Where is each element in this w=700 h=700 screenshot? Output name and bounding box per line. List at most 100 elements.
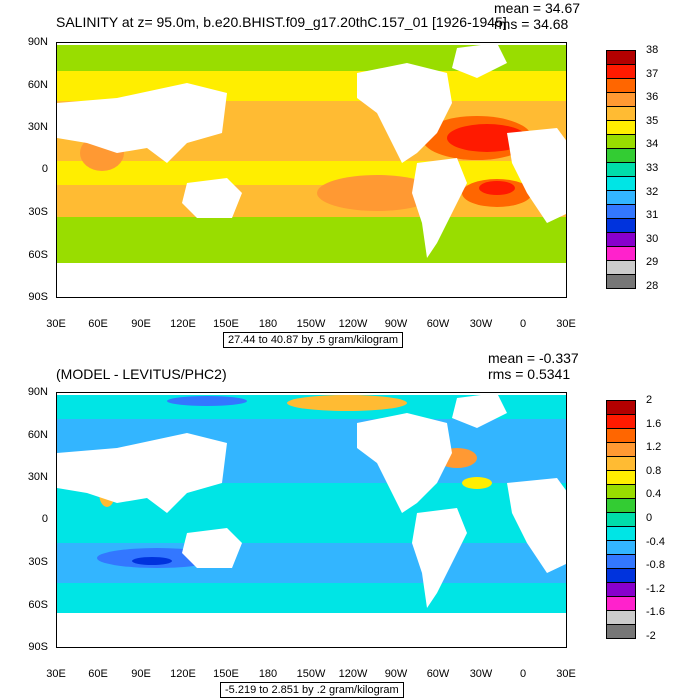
colorbar-swatch bbox=[606, 232, 636, 247]
lon-label: 30E bbox=[46, 318, 66, 330]
lat-label: 60N bbox=[27, 429, 48, 441]
colorbar-label: -2 bbox=[646, 630, 656, 642]
colorbar-label: -1.2 bbox=[646, 582, 665, 595]
colorbar-swatch bbox=[606, 554, 636, 569]
lon-label: 150E bbox=[213, 668, 239, 680]
colorbar-label: 32 bbox=[646, 185, 659, 198]
north-america-landmass bbox=[357, 63, 452, 163]
map-title: SALINITY at z= 95.0m, b.e20.BHIST.f09_g1… bbox=[56, 14, 507, 30]
asia-landmass bbox=[57, 433, 227, 513]
contour-range-label: 27.44 to 40.87 by .5 gram/kilogram bbox=[223, 332, 403, 348]
colorbar-swatch bbox=[606, 190, 636, 205]
greenland-landmass bbox=[452, 393, 507, 428]
colorbar-label: 30 bbox=[646, 232, 659, 245]
lon-label: 30E bbox=[556, 318, 576, 330]
colorbar-swatch bbox=[606, 624, 636, 639]
southern-ocean-band bbox=[57, 217, 566, 263]
colorbar-swatch bbox=[606, 484, 636, 499]
lon-label: 90E bbox=[131, 668, 151, 680]
lon-label: 90E bbox=[131, 318, 151, 330]
greenland-landmass bbox=[452, 43, 507, 78]
colorbar-swatch bbox=[606, 50, 636, 65]
colorbar-label: 33 bbox=[646, 162, 659, 174]
colorbar-label: 0.8 bbox=[646, 464, 662, 477]
colorbar-swatch bbox=[606, 92, 636, 107]
colorbar-swatch bbox=[606, 610, 636, 625]
colorbar-label: 1.2 bbox=[646, 441, 662, 454]
lon-label: 180 bbox=[258, 668, 278, 680]
africa-landmass bbox=[507, 128, 566, 223]
antarctica-landmass bbox=[57, 613, 566, 647]
colorbar-swatch bbox=[606, 134, 636, 149]
lon-label: 90W bbox=[384, 668, 408, 680]
arctic-negative bbox=[167, 396, 247, 406]
lon-label: 120W bbox=[338, 318, 368, 330]
lon-label: 60E bbox=[88, 318, 108, 330]
lat-label: 90S bbox=[28, 641, 48, 653]
colorbar-label: 34 bbox=[646, 138, 659, 151]
north-atlantic-core bbox=[447, 124, 527, 152]
south-pacific-high bbox=[317, 175, 437, 211]
arctic-positive bbox=[287, 395, 407, 411]
colorbar-swatch bbox=[606, 582, 636, 597]
colorbar-label: 29 bbox=[646, 256, 659, 269]
lon-label: 180 bbox=[258, 318, 278, 330]
asia-landmass bbox=[57, 83, 227, 163]
colorbar-swatch bbox=[606, 540, 636, 555]
rms-value: rms = 0.5341 bbox=[488, 366, 571, 382]
colorbar-swatch bbox=[606, 176, 636, 191]
med-positive bbox=[462, 477, 492, 489]
north-america-landmass bbox=[357, 413, 452, 513]
colorbar-label: 2 bbox=[646, 394, 653, 406]
southern-ocean-band bbox=[57, 583, 566, 613]
colorbar-swatch bbox=[606, 596, 636, 611]
lon-label: 120W bbox=[338, 668, 368, 680]
salinity-map bbox=[56, 42, 567, 298]
difference-panel: (MODEL - LEVITUS/PHC2) mean = -0.337 rms… bbox=[0, 350, 700, 700]
colorbar-label: 0 bbox=[646, 512, 653, 524]
contour-range-label: -5.219 to 2.851 by .2 gram/kilogram bbox=[220, 682, 404, 698]
colorbar-swatch bbox=[606, 428, 636, 443]
colorbar-swatch bbox=[606, 148, 636, 163]
lat-label: 60N bbox=[27, 79, 48, 91]
colorbar-swatch bbox=[606, 246, 636, 261]
salinity-panel: SALINITY at z= 95.0m, b.e20.BHIST.f09_g1… bbox=[27, 0, 659, 348]
colorbar-label: 35 bbox=[646, 114, 659, 127]
lat-label: 30S bbox=[28, 556, 48, 568]
africa-landmass bbox=[507, 478, 566, 573]
lon-label: 120E bbox=[170, 668, 196, 680]
colorbar-label: -0.8 bbox=[646, 559, 665, 572]
colorbar-swatch bbox=[606, 78, 636, 93]
colorbar-swatch bbox=[606, 274, 636, 289]
colorbar-swatch bbox=[606, 442, 636, 457]
colorbar-swatch bbox=[606, 456, 636, 471]
lon-label: 90W bbox=[384, 318, 408, 330]
rms-value: rms = 34.68 bbox=[494, 16, 569, 32]
lat-label: 60S bbox=[28, 599, 48, 611]
lon-label: 150W bbox=[296, 318, 326, 330]
lat-label: 60S bbox=[28, 249, 48, 261]
colorbar-label: 28 bbox=[646, 280, 659, 292]
lon-label: 150E bbox=[213, 318, 239, 330]
colorbar-label: 31 bbox=[646, 209, 659, 222]
lat-label: 0 bbox=[41, 163, 48, 175]
colorbar-swatch bbox=[606, 64, 636, 79]
lon-label: 30E bbox=[46, 668, 66, 680]
colorbar-swatch bbox=[606, 400, 636, 415]
colorbar-swatch bbox=[606, 470, 636, 485]
lon-label: 120E bbox=[170, 318, 196, 330]
lon-label: 30W bbox=[469, 668, 493, 680]
colorbar-label: 1.6 bbox=[646, 417, 662, 430]
difference-map bbox=[56, 392, 567, 648]
mean-value: mean = -0.337 bbox=[488, 350, 579, 366]
salinity-map-svg bbox=[57, 43, 566, 297]
australia-landmass bbox=[182, 178, 242, 218]
lon-label: 60E bbox=[88, 668, 108, 680]
lon-label: 60W bbox=[426, 318, 450, 330]
lon-label: 0 bbox=[519, 668, 527, 680]
lon-label: 0 bbox=[519, 318, 527, 330]
colorbar-swatch bbox=[606, 204, 636, 219]
colorbar: 2 1.6 1.2 0.8 0.4 0 -0.4 -0.8 -1.2 -1.6 -2 bbox=[606, 394, 665, 642]
lat-label: 90S bbox=[28, 291, 48, 303]
colorbar-label: -0.4 bbox=[646, 535, 665, 548]
